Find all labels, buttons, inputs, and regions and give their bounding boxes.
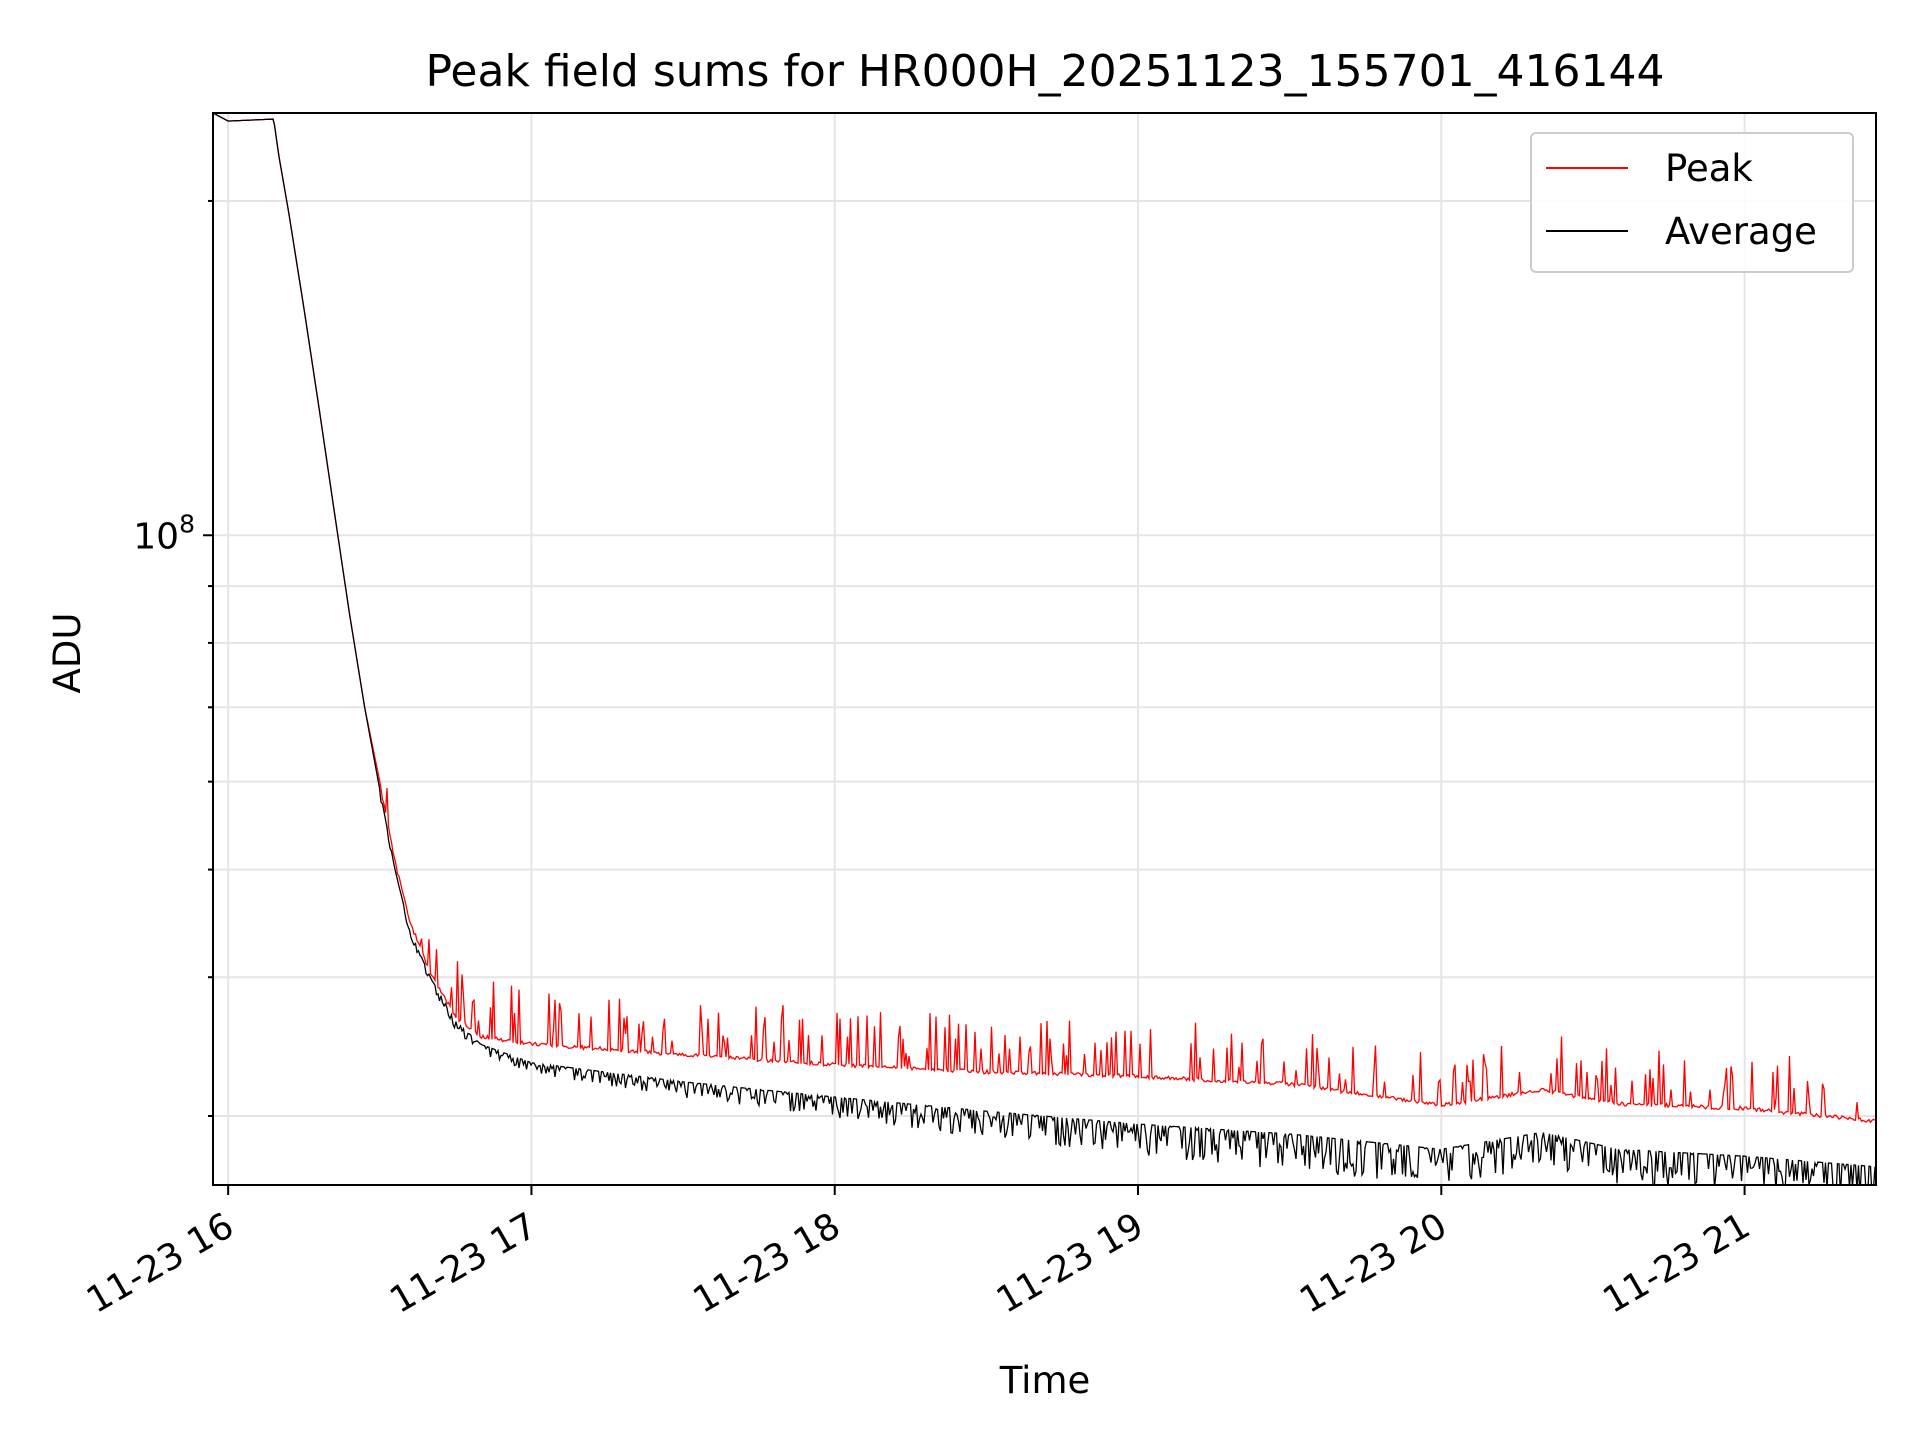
legend-peak-label: Peak [1665, 147, 1753, 190]
legend-average-label: Average [1665, 210, 1817, 253]
grid-lines [213, 113, 1876, 1185]
data-series [213, 113, 1876, 1185]
y-tick-label: 108 [133, 509, 195, 557]
chart-title: Peak field sums for HR000H_20251123_1557… [425, 46, 1664, 97]
peak-series-line [213, 113, 1876, 1124]
average-series-line [213, 113, 1876, 1185]
plot-frame [212, 112, 1877, 1186]
x-axis-label: Time [999, 1359, 1091, 1402]
y-axis-label: ADU [46, 613, 89, 694]
legend: Peak Average [1530, 132, 1854, 273]
